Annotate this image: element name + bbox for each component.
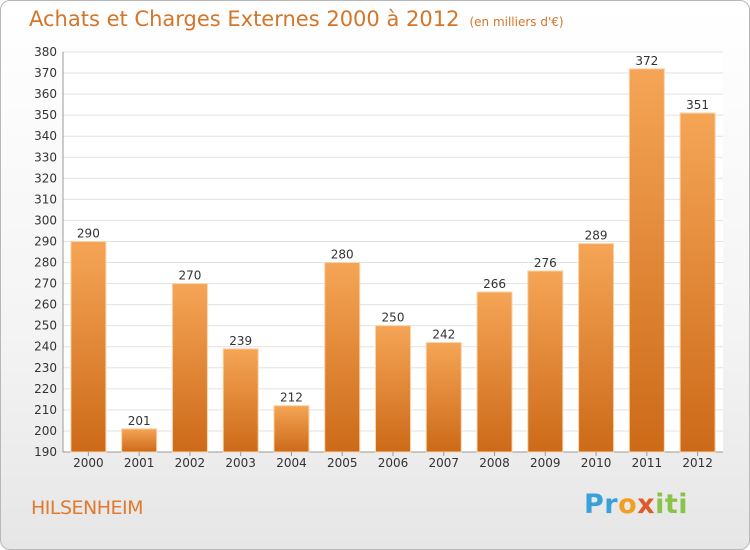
- y-tick-label: 270: [34, 277, 57, 291]
- y-tick-label: 300: [34, 213, 57, 227]
- commune-name: HILSENHEIM: [31, 497, 144, 519]
- bar: [70, 240, 107, 453]
- y-tick-label: 310: [34, 192, 57, 206]
- x-tick-label: 2001: [124, 456, 155, 470]
- data-label: 289: [585, 229, 608, 243]
- y-tick-label: 200: [34, 424, 57, 438]
- y-tick-label: 340: [34, 129, 57, 143]
- y-tick-label: 210: [34, 403, 57, 417]
- chart-title: Achats et Charges Externes 2000 à 2012 (e…: [29, 7, 564, 31]
- bar: [527, 270, 564, 453]
- chart-title-unit: (en milliers d'€): [469, 15, 564, 29]
- bar: [222, 348, 259, 453]
- y-tick-label: 380: [34, 45, 57, 59]
- bar: [121, 428, 158, 453]
- data-label: 280: [331, 248, 354, 262]
- y-tick-label: 240: [34, 340, 57, 354]
- data-label: 239: [229, 334, 252, 348]
- bar: [273, 405, 310, 453]
- data-label: 266: [483, 277, 506, 291]
- x-tick-label: 2007: [428, 456, 459, 470]
- y-tick-label: 220: [34, 382, 57, 396]
- data-label: 201: [128, 414, 151, 428]
- logo-part-2: o: [618, 489, 638, 520]
- y-tick-label: 330: [34, 150, 57, 164]
- bar: [425, 342, 462, 453]
- y-tick-label: 370: [34, 66, 57, 80]
- x-tick-label: 2012: [682, 456, 713, 470]
- bar: [171, 283, 208, 453]
- x-tick-label: 2002: [175, 456, 206, 470]
- data-label: 372: [635, 54, 658, 68]
- data-label: 212: [280, 391, 303, 405]
- bar: [476, 291, 513, 453]
- bar: [324, 262, 361, 453]
- y-tick-label: 350: [34, 108, 57, 122]
- x-tick-label: 2009: [530, 456, 561, 470]
- x-tick-label: 2010: [581, 456, 612, 470]
- data-label: 270: [178, 269, 201, 283]
- y-tick-label: 230: [34, 361, 57, 375]
- x-tick-label: 2000: [73, 456, 104, 470]
- y-tick-label: 320: [34, 171, 57, 185]
- logo-part-1: Pr: [584, 489, 619, 520]
- bar: [375, 325, 411, 453]
- data-label: 276: [534, 256, 557, 270]
- y-tick-label: 280: [34, 256, 57, 270]
- data-label: 290: [77, 226, 100, 240]
- chart-title-main: Achats et Charges Externes 2000 à 2012: [29, 7, 460, 31]
- x-tick-label: 2004: [276, 456, 307, 470]
- data-label: 250: [382, 311, 405, 325]
- y-tick-label: 190: [34, 445, 57, 459]
- bar: [679, 112, 716, 453]
- data-label: 242: [432, 328, 455, 342]
- bar: [628, 68, 665, 453]
- data-label: 351: [686, 98, 709, 112]
- proxiti-logo[interactable]: Proxiti: [584, 489, 688, 520]
- x-tick-label: 2008: [479, 456, 510, 470]
- bar: [578, 243, 615, 453]
- y-tick-label: 290: [34, 234, 57, 248]
- logo-part-3: x: [637, 489, 656, 520]
- y-tick-label: 260: [34, 298, 57, 312]
- x-tick-label: 2003: [225, 456, 256, 470]
- x-tick-label: 2006: [378, 456, 409, 470]
- x-tick-label: 2011: [632, 456, 663, 470]
- x-tick-label: 2005: [327, 456, 358, 470]
- y-tick-label: 250: [34, 319, 57, 333]
- y-tick-label: 360: [34, 87, 57, 101]
- logo-part-4: iti: [655, 489, 689, 520]
